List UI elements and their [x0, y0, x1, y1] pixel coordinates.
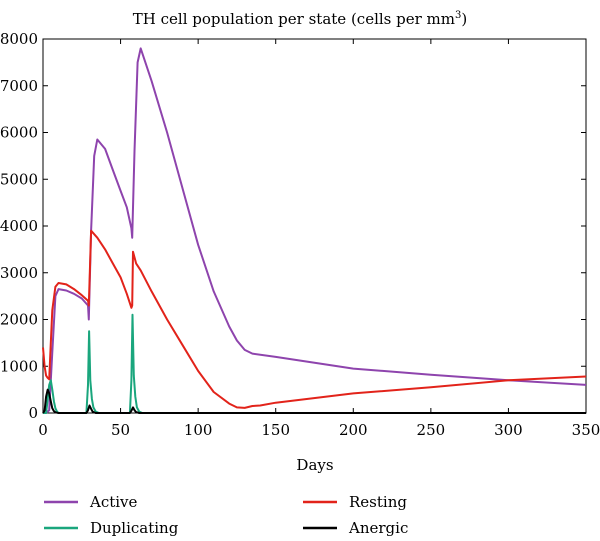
x-tick-label: 100	[184, 421, 213, 439]
y-axis: 0 1000 2000 3000 4000 5000 6000 7000 8000	[0, 30, 586, 422]
series-line-resting	[42, 229, 587, 409]
y-tick-label: 8000	[0, 30, 38, 48]
x-tick-label: 50	[111, 421, 130, 439]
y-tick-label: 7000	[0, 77, 38, 95]
legend: Active Resting Duplicating Anergic	[44, 493, 408, 537]
series-line-active	[43, 47, 587, 414]
x-tick-label: 250	[417, 421, 446, 439]
x-axis-label: Days	[296, 456, 333, 474]
plot-frame	[42, 38, 587, 414]
y-tick-label: 2000	[0, 311, 38, 329]
legend-label-active: Active	[89, 493, 138, 511]
y-tick-label: 5000	[0, 170, 38, 188]
x-tick-label: 300	[494, 421, 523, 439]
x-axis: 0 50 100 150 200 250 300 350	[38, 39, 600, 439]
y-tick-label: 4000	[0, 217, 38, 235]
legend-label-anergic: Anergic	[348, 519, 408, 537]
y-tick-label: 1000	[0, 357, 38, 375]
series-line-anergic	[42, 388, 586, 414]
x-tick-label: 0	[38, 421, 48, 439]
y-tick-label: 3000	[0, 264, 38, 282]
legend-label-resting: Resting	[349, 493, 407, 511]
chart-title: TH cell population per state (cells per …	[133, 10, 467, 28]
y-tick-label: 6000	[0, 124, 38, 142]
y-tick-label: 0	[28, 404, 38, 422]
series-line-duplicating	[43, 313, 586, 414]
series-group	[42, 47, 587, 414]
legend-label-duplicating: Duplicating	[90, 519, 179, 537]
x-tick-label: 350	[572, 421, 600, 439]
x-tick-label: 200	[339, 421, 368, 439]
x-tick-label: 150	[261, 421, 290, 439]
